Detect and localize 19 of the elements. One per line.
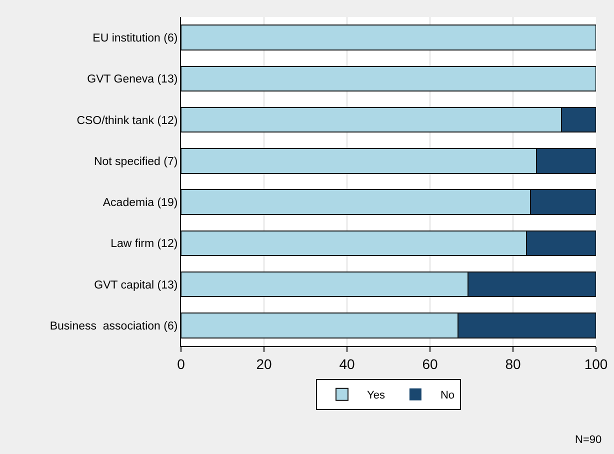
y-tick-label: Law firm (12) [110, 238, 178, 250]
legend-label: No [440, 390, 455, 402]
legend-label: Yes [367, 390, 386, 402]
bar [181, 24, 596, 50]
y-tick-label: EU institution (6) [92, 32, 178, 45]
y-tick-label: CSO/think tank (12) [76, 114, 178, 127]
x-tick-label: 60 [422, 356, 438, 372]
y-tick-label: Academia (19) [102, 197, 178, 210]
y-tick-label: GVT capital (13) [94, 279, 178, 292]
y-tick-label: Not specified (7) [94, 156, 178, 168]
text: N=90 [575, 434, 602, 446]
x-tick-label: 0 [177, 356, 186, 372]
x-tick-label: 20 [256, 356, 272, 372]
x-tick-label: 40 [339, 356, 355, 372]
y-tick-label: GVT Geneva (13) [87, 74, 178, 86]
bar [181, 66, 596, 92]
x-tick-label: 80 [505, 356, 521, 372]
y-tick-label: Business association (6) [50, 320, 178, 332]
x-tick-label: 100 [584, 356, 608, 372]
